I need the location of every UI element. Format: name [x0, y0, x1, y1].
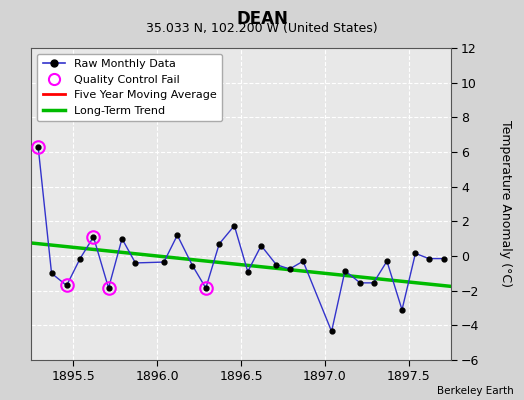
Y-axis label: Temperature Anomaly (°C): Temperature Anomaly (°C)	[499, 120, 512, 288]
Text: 35.033 N, 102.200 W (United States): 35.033 N, 102.200 W (United States)	[146, 22, 378, 35]
Text: Berkeley Earth: Berkeley Earth	[437, 386, 514, 396]
Legend: Raw Monthly Data, Quality Control Fail, Five Year Moving Average, Long-Term Tren: Raw Monthly Data, Quality Control Fail, …	[37, 54, 222, 121]
Text: DEAN: DEAN	[236, 10, 288, 28]
